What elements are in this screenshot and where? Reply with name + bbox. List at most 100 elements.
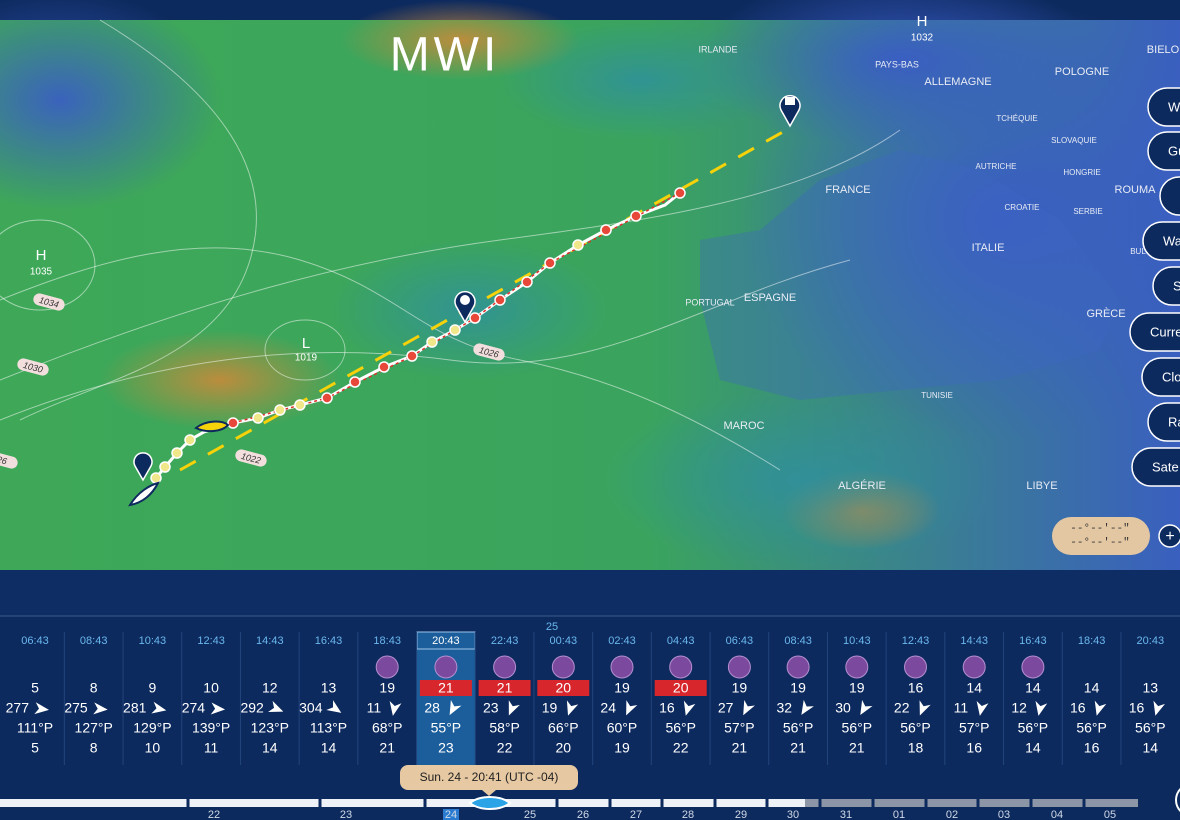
map: [0, 0, 1180, 570]
speed: 21: [379, 740, 395, 756]
wind: 16: [908, 680, 924, 696]
speed: 21: [732, 740, 748, 756]
country-label: ITALIE: [972, 242, 1005, 254]
direction: 16: [659, 700, 675, 716]
alert-cell: [537, 680, 590, 696]
direction: 22: [894, 700, 910, 716]
boat-marker[interactable]: [468, 796, 512, 810]
position-box[interactable]: [1052, 517, 1150, 555]
direction: 11: [954, 700, 969, 716]
wind: 20: [556, 680, 572, 696]
layer-button[interactable]: [1159, 176, 1180, 216]
direction: 12: [1011, 700, 1027, 716]
direction: 28: [424, 700, 440, 716]
heading: 127°P: [75, 720, 113, 736]
layer-button[interactable]: [1141, 357, 1180, 397]
layer-button[interactable]: [1147, 87, 1180, 127]
direction: 304: [299, 700, 323, 716]
direction: 275: [64, 700, 88, 716]
weather-icon: [904, 655, 927, 679]
time: 06:43: [21, 635, 49, 647]
timeline-label: 31: [840, 809, 852, 820]
direction-arrow: [801, 699, 814, 715]
wind: 19: [849, 680, 865, 696]
speed: 21: [790, 740, 806, 756]
timeline-label: 02: [946, 809, 958, 820]
layer-button[interactable]: [1147, 131, 1180, 171]
play-button[interactable]: [1175, 784, 1180, 816]
direction: 24: [600, 700, 616, 716]
timeline-label: 27: [630, 809, 642, 820]
speed: 18: [908, 740, 924, 756]
heading: 58°P: [489, 720, 520, 736]
country-label: AUTRICHE: [976, 162, 1017, 171]
country-label: ROUMA: [1115, 184, 1157, 196]
timeline-label: 22: [208, 809, 220, 820]
zoom-button[interactable]: [1158, 524, 1180, 548]
wind: 12: [262, 680, 278, 696]
weather-icon: [493, 655, 517, 679]
time: 12:43: [197, 635, 225, 647]
weather-icon: [1021, 655, 1045, 679]
speed: 19: [614, 740, 630, 756]
day-marker: 25: [546, 621, 558, 633]
layer-label: Clo: [1162, 369, 1180, 384]
direction: 281: [123, 700, 147, 716]
layer-button[interactable]: [1142, 221, 1180, 261]
weather-icon: [786, 655, 810, 679]
position-text: --°--'--": [1070, 523, 1129, 535]
direction-arrow: [34, 702, 49, 715]
speed: 23: [438, 740, 454, 756]
layer-button[interactable]: [1131, 447, 1180, 487]
country-label: MAROC: [724, 420, 765, 432]
tooltip-box: [400, 765, 578, 796]
wind: 9: [149, 680, 157, 696]
country-label: BUL: [1130, 247, 1146, 256]
heading: 66°P: [548, 720, 579, 736]
country-label: IRLANDE: [698, 44, 737, 54]
wind: 14: [1025, 680, 1041, 696]
direction-arrow: [626, 700, 638, 716]
isobar-pill: [473, 343, 505, 361]
wind: 19: [379, 680, 395, 696]
isobar-pill: [33, 293, 65, 311]
direction: 23: [483, 700, 499, 716]
heading: 57°P: [959, 720, 990, 736]
country-label: TUNISIE: [921, 391, 953, 400]
timeline-label: 23: [340, 809, 352, 820]
layer-button[interactable]: [1147, 402, 1180, 442]
layer-button[interactable]: [1152, 266, 1180, 306]
wind: 5: [31, 680, 39, 696]
timeline-label: 24: [445, 809, 457, 820]
direction-arrow: [268, 700, 284, 712]
direction-arrow: [683, 700, 696, 716]
speed: 21: [849, 740, 865, 756]
weather-icon: [551, 655, 575, 679]
direction-arrow: [1153, 700, 1165, 716]
wind: 20: [673, 680, 689, 696]
direction: 11: [367, 700, 382, 716]
position-text: --°--'--": [1070, 537, 1129, 549]
country-label: ESPAGNE: [744, 292, 796, 304]
direction-arrow: [566, 700, 579, 716]
speed: 11: [204, 740, 219, 756]
isobar-pill: [17, 358, 49, 376]
direction: 19: [542, 700, 558, 716]
time: 08:43: [80, 635, 108, 647]
weather-icon: [669, 655, 693, 679]
weather-icon: [845, 655, 869, 679]
layer-label: Curre: [1150, 324, 1180, 339]
direction-arrow: [743, 700, 755, 716]
layer-button[interactable]: [1129, 312, 1180, 352]
heading: 139°P: [192, 720, 230, 736]
country-label: POLOGNE: [1055, 66, 1109, 78]
direction: 16: [1070, 700, 1086, 716]
wind: 21: [497, 680, 513, 696]
wind: 10: [203, 680, 219, 696]
isobar-label: 26: [0, 454, 8, 467]
time: 18:43: [1078, 635, 1106, 647]
wind: 13: [321, 680, 337, 696]
timeline-label: 25: [524, 809, 536, 820]
pressure-value: 1032: [911, 33, 934, 44]
